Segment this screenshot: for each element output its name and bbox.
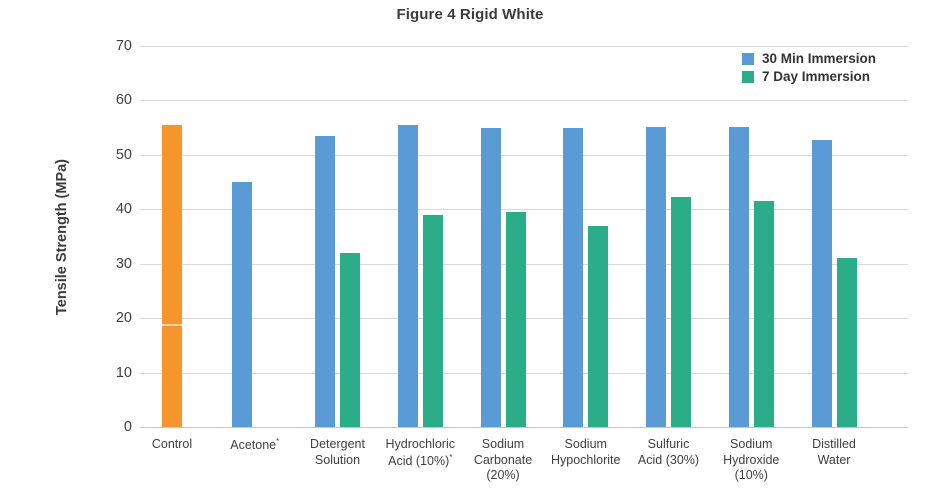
bar-7-day-immersion-3 <box>340 252 360 427</box>
y-tick-label-50: 50 <box>115 146 132 163</box>
bar-30-min-immersion-4 <box>397 124 418 427</box>
y-tick-label-70: 70 <box>115 38 132 54</box>
y-tick-label-40: 40 <box>115 201 132 218</box>
bar-30-min-immersion-5 <box>480 128 501 427</box>
bar-group-9 <box>793 46 875 427</box>
legend-item-30min: 30 Min Immersion <box>741 51 876 66</box>
legend-item-7day: 7 Day Immersion <box>741 69 876 84</box>
x-label-1: Control <box>151 437 193 451</box>
x-axis-labels: Control Acetone* Detergent Solution Hydrochl… <box>140 437 908 493</box>
x-label-5: Sodium Carbonate (20%) <box>473 437 533 483</box>
bar-7-day-immersion-7 <box>671 197 691 427</box>
gridline-50 <box>140 154 908 156</box>
x-label-7: Sulfuric Acid (30%) <box>637 437 700 467</box>
bar-group-7 <box>628 46 710 427</box>
bar-7-day-immersion-5 <box>505 212 526 427</box>
bar-group-6 <box>545 46 627 427</box>
y-axis-ticks: 0 10 20 30 40 50 60 70 <box>58 38 132 435</box>
bar-30-min-immersion-3 <box>315 135 335 427</box>
x-label-3: Detergent Solution <box>310 437 365 467</box>
x-label-6: Sodium Hypochlorite <box>551 437 621 467</box>
bar-7-day-immersion-9 <box>836 258 857 427</box>
gridline-70 <box>140 46 908 47</box>
gridline-40 <box>140 209 908 211</box>
bar-group-4 <box>379 46 461 427</box>
bar-7-day-immersion-6 <box>588 225 609 427</box>
y-tick-label-60: 60 <box>115 92 132 109</box>
bar-7-day-immersion-4 <box>422 214 443 427</box>
bar-30-min-immersion-6 <box>563 127 584 427</box>
legend-swatch-green <box>741 70 754 83</box>
control-bar-stripe <box>162 324 182 327</box>
y-tick-label-0: 0 <box>123 419 132 435</box>
x-label-4: Hydrochloric Acid (10%)* <box>385 437 455 468</box>
bar-group-1 <box>131 46 213 427</box>
bar-30-min-immersion-7 <box>646 126 666 427</box>
x-label-9: Distilled Water <box>812 437 856 467</box>
bar-30-min-immersion-1 <box>162 124 182 427</box>
bar-group-3 <box>297 46 379 427</box>
bar-30-min-immersion-8 <box>728 126 749 427</box>
y-tick-label-10: 10 <box>115 364 132 381</box>
bar-30-min-immersion-9 <box>811 139 832 427</box>
chart-title: Figure 4 Rigid White <box>396 6 544 23</box>
x-label-2: Acetone* <box>230 437 280 453</box>
legend: 30 Min Immersion 7 Day Immersion <box>741 51 876 84</box>
y-tick-label-20: 20 <box>115 310 132 327</box>
bar-7-day-immersion-8 <box>753 201 774 427</box>
gridline-60 <box>140 100 908 102</box>
bar-group-8 <box>710 46 792 427</box>
plot-area: 30 Min Immersion 7 Day Immersion <box>140 46 908 428</box>
bar-group-5 <box>462 46 544 427</box>
y-tick-label-30: 30 <box>115 255 132 272</box>
x-label-8: Sodium Hydroxide (10%) <box>723 437 780 483</box>
legend-swatch-blue <box>741 52 754 65</box>
legend-label-7day: 7 Day Immersion <box>761 69 870 84</box>
bar-30-min-immersion-2 <box>232 182 253 427</box>
bar-group-2 <box>214 46 296 427</box>
legend-label-30min: 30 Min Immersion <box>761 51 876 66</box>
